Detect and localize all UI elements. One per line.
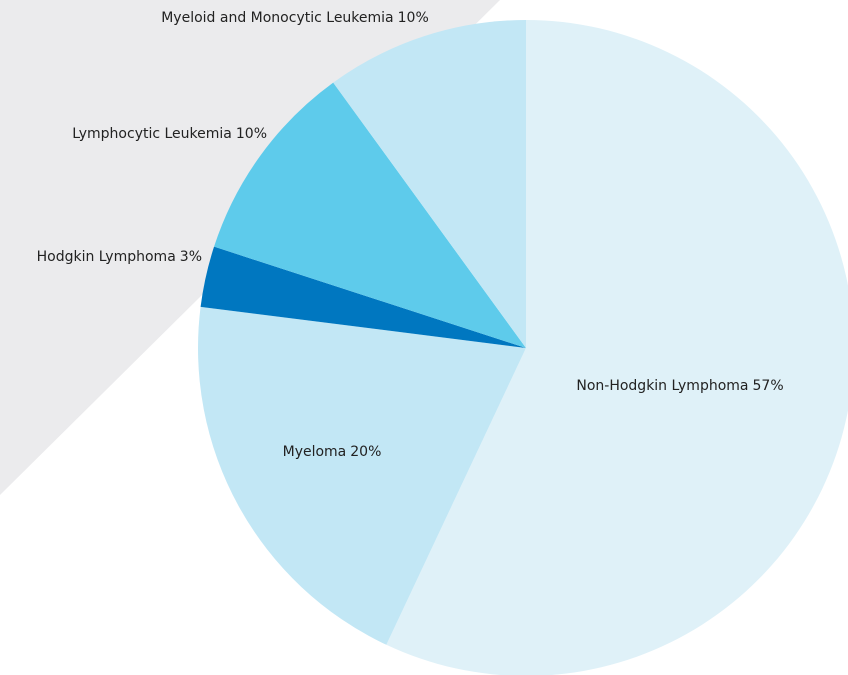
slice-label-value: 10%	[236, 126, 267, 142]
slice-label-name: Myeloma	[283, 444, 347, 460]
pie-slice	[214, 82, 526, 348]
slice-label: Myeloid and Monocytic Leukemia 10%	[161, 10, 429, 26]
slice-label-value: 57%	[753, 378, 784, 394]
slice-label: Non-Hodgkin Lymphoma 57%	[576, 378, 783, 394]
slice-label-name: Myeloid and Monocytic Leukemia	[161, 10, 393, 26]
pie-slice	[333, 19, 526, 348]
pie-slice	[200, 246, 527, 348]
labels: Non-Hodgkin Lymphoma 57% Myeloma 20% Hodgkin…	[37, 10, 784, 460]
slice-label: Lymphocytic Leukemia 10%	[72, 126, 267, 142]
slice-label-value: 10%	[398, 10, 429, 26]
pie-slice	[386, 20, 848, 675]
slice-label-name: Non-Hodgkin Lymphoma	[576, 378, 748, 394]
slice-label-name: Lymphocytic Leukemia	[72, 126, 232, 142]
slice-label: Hodgkin Lymphoma 3%	[37, 249, 202, 265]
slice-label-name: Hodgkin Lymphoma	[37, 249, 176, 265]
pie	[197, 19, 848, 675]
pie-slice	[197, 306, 526, 645]
slice-label-value: 20%	[350, 444, 381, 460]
slice-label: Myeloma 20%	[283, 444, 382, 460]
slice-label-value: 3%	[180, 249, 202, 265]
